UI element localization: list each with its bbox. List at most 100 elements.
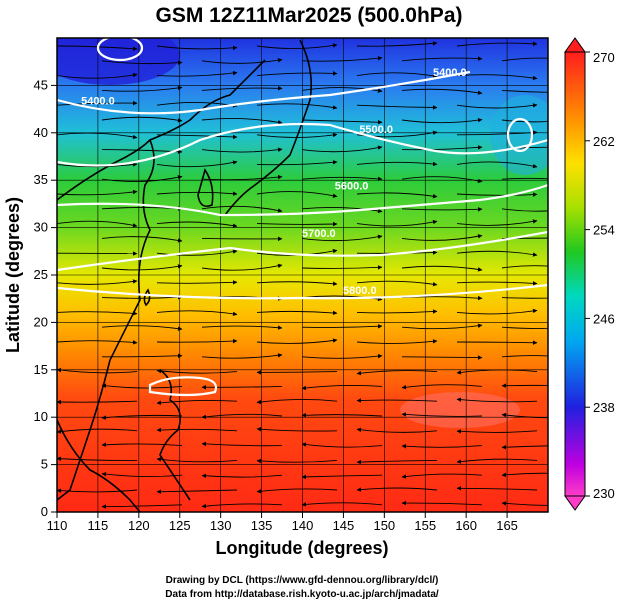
streamline-57 <box>301 207 383 214</box>
streamline-89 <box>501 297 548 299</box>
wind-streamlines <box>57 41 548 509</box>
streamline-64 <box>456 219 538 226</box>
y-tick-label-7: 35 <box>34 172 48 187</box>
colorbar-ticks: 230 238 246 254 262 270 <box>585 50 615 501</box>
streamline-28 <box>401 117 483 124</box>
streamline-49 <box>501 177 548 180</box>
streamline-15 <box>101 85 183 92</box>
colorbar-tick-label-1: 238 <box>593 400 615 415</box>
y-tick-label-8: 40 <box>34 125 48 140</box>
x-tick-label-8: 150 <box>373 518 395 533</box>
colorbar-tick-label-2: 246 <box>593 311 615 326</box>
streamline-43 <box>356 161 438 167</box>
streamline-31 <box>156 134 238 140</box>
streamline-10 <box>57 72 138 79</box>
contour-low-ne <box>506 117 534 153</box>
streamline-149 <box>501 472 548 478</box>
streamline-134 <box>456 429 538 434</box>
contour-5400 <box>57 70 471 115</box>
streamline-133 <box>356 427 438 433</box>
plot-field: 5400.0 5400.0 5500.0 5600.0 5700.0 5800.0 <box>57 38 548 512</box>
streamline-127 <box>301 412 383 418</box>
streamline-58 <box>401 207 483 212</box>
streamline-159 <box>501 501 548 506</box>
streamline-52 <box>256 191 338 198</box>
cold-pool-nw <box>57 38 180 85</box>
streamline-151 <box>156 489 238 494</box>
streamline-30 <box>57 132 138 140</box>
streamline-110 <box>57 367 138 374</box>
streamline-62 <box>256 221 338 227</box>
y-tick-label-0: 0 <box>41 504 48 519</box>
streamline-115 <box>101 383 183 389</box>
streamline-81 <box>156 280 238 285</box>
y-tick-label-5: 25 <box>34 267 48 282</box>
streamline-104 <box>456 340 538 345</box>
streamline-71 <box>156 249 238 256</box>
streamline-103 <box>356 339 438 344</box>
streamline-152 <box>256 488 338 494</box>
contour-5600 <box>57 183 548 217</box>
streamline-20 <box>57 100 138 106</box>
streamline-38 <box>401 145 483 151</box>
streamline-109 <box>501 355 548 358</box>
contour-low-nw <box>96 38 144 62</box>
streamline-27 <box>301 119 383 125</box>
streamline-94 <box>456 308 538 315</box>
streamline-29 <box>501 119 548 123</box>
colorbar-tick-label-3: 254 <box>593 223 615 238</box>
streamline-17 <box>301 87 383 93</box>
contour-5800 <box>57 283 548 300</box>
x-axis: 110 115 120 125 130 135 140 145 150 155 160 165 <box>47 512 518 533</box>
cold-pool-ne <box>490 95 548 175</box>
streamline-116 <box>201 384 283 390</box>
streamline-98 <box>401 323 483 330</box>
streamline-82 <box>256 281 338 286</box>
streamline-8 <box>401 56 483 62</box>
streamline-123 <box>356 398 438 403</box>
streamline-142 <box>256 458 338 464</box>
streamline-121 <box>156 399 238 406</box>
coastline-korea-manchuria <box>149 59 266 141</box>
streamline-44 <box>456 161 538 169</box>
streamline-3 <box>356 41 438 47</box>
streamline-118 <box>401 384 483 390</box>
coastline-japan <box>224 39 313 216</box>
colorbar-tick-label-4: 262 <box>593 134 615 149</box>
streamline-63 <box>356 219 438 227</box>
streamline-154 <box>456 486 538 491</box>
x-axis-label: Longitude (degrees) <box>215 538 388 558</box>
streamline-92 <box>256 310 338 316</box>
contour-5500 <box>57 122 548 167</box>
streamline-48 <box>401 176 483 184</box>
streamline-95 <box>101 325 183 331</box>
coastline-korea <box>197 168 214 208</box>
streamline-99 <box>501 326 548 329</box>
contour-label-2: 5500.0 <box>359 124 393 136</box>
streamline-2 <box>256 43 338 49</box>
streamline-78 <box>401 265 483 272</box>
colorbar-scale <box>564 51 586 497</box>
streamline-19 <box>501 89 548 93</box>
streamline-79 <box>501 265 548 269</box>
y-tick-label-1: 5 <box>41 457 48 472</box>
streamline-144 <box>456 458 538 464</box>
streamline-131 <box>156 427 238 433</box>
streamline-14 <box>456 74 538 81</box>
streamline-105 <box>101 353 183 359</box>
streamline-100 <box>57 340 138 345</box>
streamline-129 <box>501 412 548 419</box>
streamline-102 <box>256 338 338 344</box>
chart-title: GSM 12Z11Mar2025 (500.0hPa) <box>155 4 462 27</box>
streamline-34 <box>456 130 538 136</box>
streamline-36 <box>201 147 283 153</box>
contour-5700 <box>57 230 548 272</box>
streamline-112 <box>256 370 338 375</box>
x-tick-label-3: 125 <box>169 518 191 533</box>
streamline-101 <box>156 338 238 344</box>
streamline-75 <box>101 264 183 271</box>
warm-patch <box>400 392 520 428</box>
y-axis-label: Latitude (degrees) <box>3 197 23 353</box>
streamline-157 <box>301 502 383 507</box>
